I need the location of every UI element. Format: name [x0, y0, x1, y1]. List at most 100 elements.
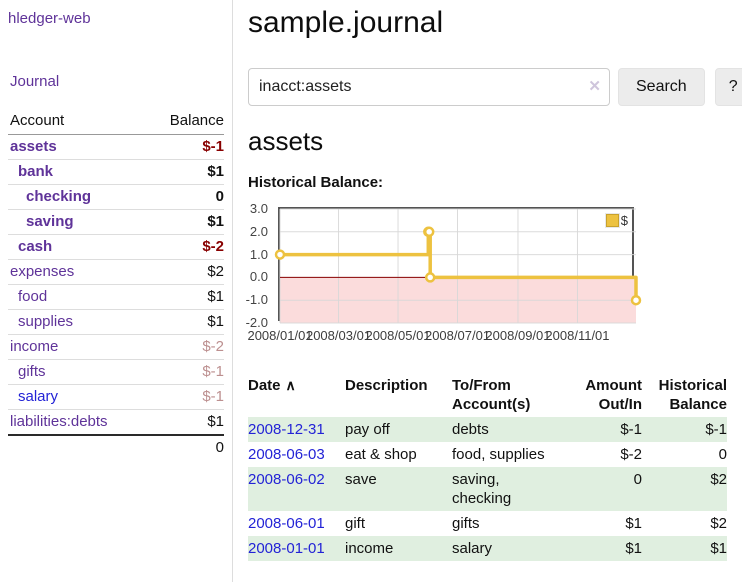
account-balance: 0 — [146, 184, 224, 210]
journal-link[interactable]: Journal — [10, 73, 60, 90]
transaction-row[interactable]: 2008-12-31 pay off debts $-1 $-1 — [248, 417, 727, 442]
transaction-date-link[interactable]: 2008-01-01 — [248, 540, 325, 557]
transaction-accounts: saving, checking — [452, 471, 512, 507]
account-link[interactable]: bank — [18, 163, 54, 180]
x-tick-label: 2008/01/01 — [247, 328, 313, 343]
accounts-total-row: 0 — [8, 434, 224, 460]
nav-journal: Journal — [10, 73, 232, 90]
transaction-amount: 0 — [633, 471, 642, 488]
transaction-amount: $-2 — [620, 446, 642, 463]
y-tick-label: -1.0 — [245, 292, 268, 308]
transaction-row[interactable]: 2008-01-01 income salary $1 $1 — [248, 536, 727, 561]
transaction-balance: $2 — [710, 515, 727, 532]
chart-plot-area[interactable]: $ — [274, 207, 642, 324]
x-tick-label: 2008/03/01 — [305, 328, 372, 343]
help-button[interactable]: ? — [714, 68, 742, 106]
accounts-header-balance: Balance — [146, 110, 224, 135]
account-link[interactable]: cash — [18, 238, 53, 255]
sidebar-divider — [232, 0, 233, 582]
y-tick-label: 2.0 — [249, 223, 268, 239]
register-table: Date ∧ Description To/From Account(s) Amo… — [248, 373, 727, 561]
transaction-row[interactable]: 2008-06-03 eat & shop food, supplies $-2 0 — [248, 442, 727, 467]
chart-y-axis: 3.0 2.0 1.0 0.0 -1.0 -2.0 — [242, 202, 274, 330]
account-balance: $-2 — [146, 234, 224, 260]
transaction-description: pay off — [345, 421, 390, 438]
transaction-date-link[interactable]: 2008-06-03 — [248, 446, 325, 463]
register-header-row: Date ∧ Description To/From Account(s) Amo… — [248, 373, 727, 417]
account-link[interactable]: gifts — [18, 363, 46, 380]
transaction-date-link[interactable]: 2008-12-31 — [248, 421, 325, 438]
transaction-balance: $1 — [710, 540, 727, 557]
account-link[interactable]: supplies — [18, 313, 74, 330]
transaction-description: eat & shop — [345, 446, 417, 463]
date-header-label: Date — [248, 377, 281, 394]
account-row: checking 0 — [8, 184, 224, 210]
transaction-balance: $-1 — [705, 421, 727, 438]
account-link[interactable]: income — [10, 338, 59, 355]
transaction-description: save — [345, 471, 377, 488]
register-header-description: Description — [345, 377, 428, 394]
chart-x-axis: 2008/01/01 2008/03/01 2008/05/01 2008/07/01… — [247, 328, 636, 344]
search-box: ✕ — [248, 68, 610, 106]
y-tick-label: -2.0 — [245, 315, 268, 330]
sidebar: hledger-web Journal Account Balance asse… — [0, 0, 232, 460]
account-row: food $1 — [8, 284, 224, 310]
historical-balance-chart: 3.0 2.0 1.0 0.0 -1.0 -2.0 $ 2008/01/01 2008/03… — [246, 202, 728, 349]
transaction-row[interactable]: 2008-06-02 save saving, checking 0 $2 — [248, 467, 727, 511]
transaction-description: income — [345, 540, 394, 557]
account-link[interactable]: salary — [18, 388, 59, 405]
account-link[interactable]: expenses — [10, 263, 75, 280]
transaction-amount: $-1 — [620, 421, 642, 438]
register-header-accounts: To/From Account(s) — [452, 377, 531, 413]
register-header-date[interactable]: Date ∧ — [248, 373, 345, 417]
transaction-date-link[interactable]: 2008-06-02 — [248, 471, 325, 488]
x-tick-label: 2008/07/01 — [424, 328, 491, 343]
account-link[interactable]: food — [18, 288, 48, 305]
account-balance: $1 — [146, 284, 224, 310]
accounts-total-balance: 0 — [146, 434, 224, 460]
search-button[interactable]: Search — [618, 68, 705, 106]
sort-ascending-icon: ∧ — [285, 377, 296, 393]
account-balance: $1 — [146, 159, 224, 185]
transaction-balance: $2 — [710, 471, 727, 488]
chart-legend: $ — [604, 212, 629, 229]
account-link[interactable]: checking — [26, 188, 92, 205]
account-link[interactable]: liabilities:debts — [10, 413, 108, 430]
x-tick-label: 2008/09/01 — [485, 328, 551, 343]
account-link[interactable]: assets — [10, 138, 57, 155]
account-row: assets $-1 — [8, 135, 224, 160]
legend-swatch-icon — [605, 214, 619, 227]
transaction-accounts: food, supplies — [452, 446, 545, 463]
chart-title: Historical Balance: — [248, 174, 384, 191]
search-input[interactable] — [248, 68, 610, 106]
brand-link[interactable]: hledger-web — [8, 10, 91, 27]
accounts-header-account: Account — [8, 110, 147, 135]
transaction-row[interactable]: 2008-06-01 gift gifts $1 $2 — [248, 511, 727, 536]
account-row: expenses $2 — [8, 259, 224, 285]
transaction-accounts: salary — [452, 540, 493, 557]
account-balance: $1 — [146, 209, 224, 235]
x-tick-label: 2008/11/01 — [545, 328, 610, 343]
app-brand: hledger-web — [8, 10, 232, 27]
account-balance: $-1 — [202, 138, 224, 155]
x-tick-label: 2008/05/01 — [365, 328, 431, 343]
transaction-date-link[interactable]: 2008-06-01 — [248, 515, 325, 532]
account-row: supplies $1 — [8, 309, 224, 335]
account-row: gifts $-1 — [8, 359, 224, 385]
account-balance: $1 — [146, 309, 224, 335]
account-link[interactable]: saving — [26, 213, 74, 230]
account-balance: $1 — [146, 409, 224, 435]
clear-search-icon[interactable]: ✕ — [588, 78, 601, 95]
accounts-header-row: Account Balance — [8, 110, 224, 135]
account-row: liabilities:debts $1 — [8, 409, 224, 435]
account-row: saving $1 — [8, 209, 224, 235]
account-heading: assets — [248, 126, 324, 156]
transaction-accounts: debts — [452, 421, 489, 438]
account-balance: $-1 — [146, 384, 224, 410]
account-row: salary $-1 — [8, 384, 224, 410]
account-balance: $-1 — [146, 359, 224, 385]
transaction-amount: $1 — [625, 515, 642, 532]
y-tick-label: 3.0 — [249, 201, 268, 216]
register-header-amount: Amount Out/In — [585, 377, 642, 413]
